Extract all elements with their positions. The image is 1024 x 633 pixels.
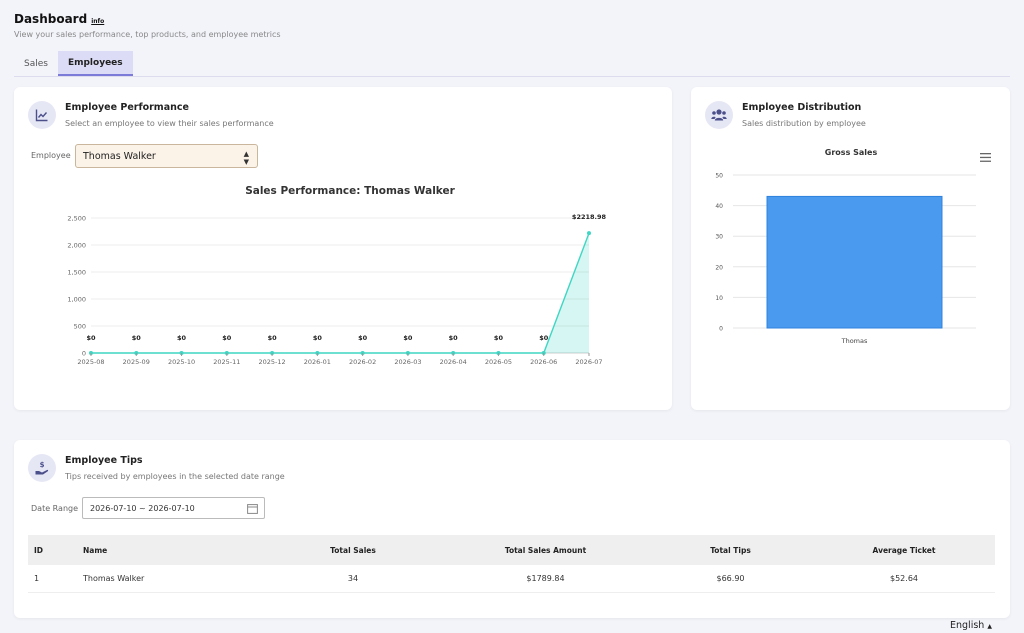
data-label: $0 xyxy=(132,334,142,342)
svg-text:$: $ xyxy=(40,461,45,469)
employee-label: Employee xyxy=(31,151,71,160)
tab-employees[interactable]: Employees xyxy=(57,51,133,76)
column-header[interactable]: Name xyxy=(83,545,108,555)
data-label: $0 xyxy=(449,334,459,342)
y-tick-label: 10 xyxy=(715,295,723,302)
y-tick-label: 0 xyxy=(719,326,723,333)
card-subtitle: Select an employee to view their sales p… xyxy=(65,119,274,128)
x-tick-label: 2025-11 xyxy=(213,358,240,366)
users-icon xyxy=(705,101,733,129)
y-tick-label: 2,000 xyxy=(67,242,86,250)
y-tick-label: 50 xyxy=(715,173,723,180)
x-tick-label: 2026-06 xyxy=(530,358,557,366)
sales-performance-chart: Sales Performance: Thomas Walker 0 500 1,00… xyxy=(67,185,607,366)
x-tick-label: 2026-05 xyxy=(485,358,512,366)
card-title: Employee Tips xyxy=(65,455,143,466)
employee-distribution-card: Employee Distribution Sales distribution… xyxy=(691,87,1010,410)
card-title: Employee Performance xyxy=(65,102,189,113)
language-label: English xyxy=(950,620,985,631)
data-label: $0 xyxy=(313,334,323,342)
date-range-value: 2026-07-10 ~ 2026-07-10 xyxy=(90,503,195,513)
x-tick-label: 2026-04 xyxy=(440,358,467,366)
y-tick-label: 500 xyxy=(74,323,86,331)
page-title: Dashboard xyxy=(14,12,88,26)
x-tick-label: Thomas xyxy=(841,337,868,345)
y-tick-label: 1,000 xyxy=(67,296,86,304)
chart-title: Sales Performance: Thomas Walker xyxy=(245,185,455,197)
employee-select[interactable]: Thomas Walker ▲ ▼ xyxy=(75,144,258,168)
column-header[interactable]: Total Sales xyxy=(330,545,376,555)
column-header[interactable]: ID xyxy=(34,545,44,555)
employee-select-value: Thomas Walker xyxy=(83,150,156,162)
table-header: ID Name Total Sales Total Sales Amount T… xyxy=(28,535,995,565)
select-caret-icon: ▲ ▼ xyxy=(243,150,249,166)
cell-total-sales-amount: $1789.84 xyxy=(526,574,565,583)
date-range-input[interactable]: 2026-07-10 ~ 2026-07-10 xyxy=(82,497,265,519)
card-subtitle: Sales distribution by employee xyxy=(742,119,866,128)
cell-total-tips: $66.90 xyxy=(716,574,745,583)
area-fill xyxy=(91,233,589,353)
tab-divider xyxy=(14,76,1010,77)
card-title: Employee Distribution xyxy=(742,102,862,113)
page-subtitle: View your sales performance, top product… xyxy=(14,30,281,39)
series-line xyxy=(91,232,590,354)
tips-table: ID Name Total Sales Total Sales Amount T… xyxy=(28,535,995,593)
y-tick-label: 1,500 xyxy=(67,269,86,277)
cell-id: 1 xyxy=(34,574,40,583)
info-link[interactable]: info xyxy=(91,18,105,25)
chart-menu-icon[interactable] xyxy=(980,147,991,166)
date-range-label: Date Range xyxy=(31,504,79,513)
employee-tips-card: $ Employee Tips Tips received by employe… xyxy=(14,440,1010,618)
data-label: $0 xyxy=(268,334,278,342)
y-tick-label: 0 xyxy=(82,350,86,358)
cell-average-ticket: $52.64 xyxy=(890,574,918,583)
data-label: $0 xyxy=(86,334,96,342)
tab-bar: Sales Employees xyxy=(14,51,133,76)
column-header[interactable]: Total Sales Amount xyxy=(504,545,587,555)
bar xyxy=(766,195,943,329)
x-tick-label: 2025-09 xyxy=(123,358,150,366)
chart-line-icon xyxy=(28,101,56,129)
cell-name: Thomas Walker xyxy=(83,574,145,583)
chart-title: Gross Sales xyxy=(825,148,878,157)
calendar-icon[interactable] xyxy=(247,503,258,516)
data-label: $2218.98 xyxy=(572,213,607,221)
table-row[interactable]: 1 Thomas Walker 34 $1789.84 $66.90 $52.6… xyxy=(28,565,995,593)
y-tick-label: 40 xyxy=(715,203,723,210)
column-header[interactable]: Average Ticket xyxy=(872,545,936,555)
tab-sales[interactable]: Sales xyxy=(24,58,48,69)
data-label: $0 xyxy=(494,334,504,342)
card-subtitle: Tips received by employees in the select… xyxy=(65,472,285,481)
x-tick-label: 2025-12 xyxy=(259,358,286,366)
data-label: $0 xyxy=(358,334,368,342)
x-tick-label: 2026-03 xyxy=(394,358,421,366)
x-tick-label: 2026-02 xyxy=(349,358,376,366)
data-point xyxy=(587,231,591,236)
y-tick-label: 30 xyxy=(715,234,723,241)
hand-dollar-icon: $ xyxy=(28,454,56,482)
y-tick-label: 20 xyxy=(715,264,723,271)
language-selector[interactable]: English ▲ xyxy=(950,620,992,631)
employee-performance-card: Employee Performance Select an employee … xyxy=(14,87,672,410)
column-header[interactable]: Total Tips xyxy=(710,545,751,555)
data-label: $0 xyxy=(403,334,413,342)
gross-sales-chart: Gross Sales 0 10 20 30 40 50 Thomas xyxy=(715,148,976,345)
x-tick-label: 2025-08 xyxy=(77,358,104,366)
x-tick-label: 2025-10 xyxy=(168,358,195,366)
x-tick-label: 2026-07 xyxy=(575,358,602,366)
cell-total-sales: 34 xyxy=(347,574,359,583)
caret-up-icon: ▲ xyxy=(987,623,992,630)
x-tick-label: 2026-01 xyxy=(304,358,331,366)
data-label: $0 xyxy=(539,334,549,342)
data-label: $0 xyxy=(222,334,232,342)
y-tick-label: 2,500 xyxy=(67,215,86,223)
data-label: $0 xyxy=(177,334,187,342)
page-header: Dashboard info View your sales performan… xyxy=(14,12,281,39)
